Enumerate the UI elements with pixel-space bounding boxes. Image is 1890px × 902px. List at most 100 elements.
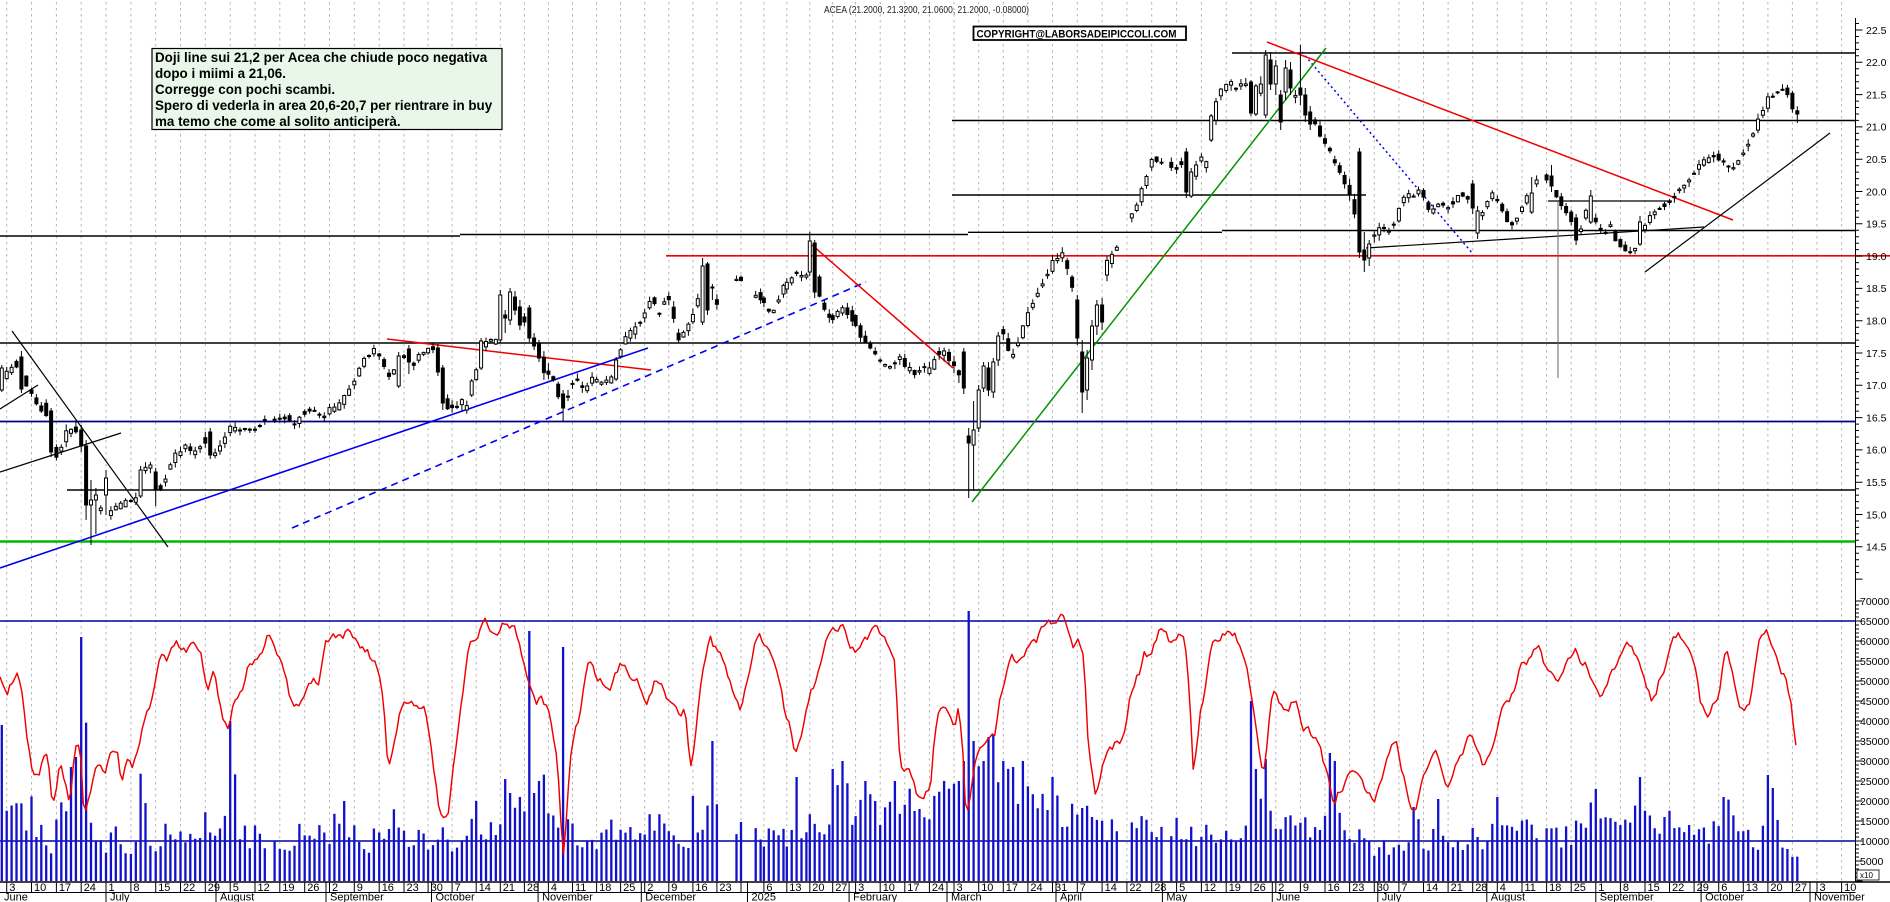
svg-text:July: July (1382, 892, 1402, 902)
svg-text:7: 7 (455, 882, 461, 894)
svg-text:16.0: 16.0 (1866, 445, 1887, 457)
svg-text:65000: 65000 (1860, 616, 1889, 628)
svg-text:23: 23 (719, 882, 731, 894)
svg-text:23: 23 (1352, 882, 1364, 894)
svg-text:30: 30 (1377, 882, 1389, 894)
svg-text:27: 27 (1795, 882, 1807, 894)
svg-text:15: 15 (158, 882, 170, 894)
svg-text:18.0: 18.0 (1866, 316, 1887, 328)
svg-text:24: 24 (1030, 882, 1042, 894)
svg-text:17.0: 17.0 (1866, 380, 1887, 392)
svg-text:11: 11 (1525, 882, 1536, 894)
svg-text:March: March (951, 892, 982, 902)
svg-text:19.5: 19.5 (1866, 219, 1887, 231)
svg-text:10: 10 (883, 882, 895, 894)
svg-text:ACEA (21.2000, 21.3200, 21.060: ACEA (21.2000, 21.3200, 21.0600, 21.2000… (824, 5, 1029, 16)
svg-text:1: 1 (1598, 882, 1604, 894)
svg-text:10000: 10000 (1860, 836, 1889, 848)
svg-text:Spero di vederla in area 20,6-: Spero di vederla in area 20,6-20,7 per r… (155, 98, 493, 113)
svg-text:20: 20 (812, 882, 824, 894)
svg-text:October: October (1705, 892, 1744, 902)
svg-text:June: June (1276, 892, 1300, 902)
svg-text:21: 21 (503, 882, 515, 894)
svg-text:Corregge con pochi scambi.: Corregge con pochi scambi. (155, 82, 335, 97)
svg-text:22: 22 (1672, 882, 1684, 894)
svg-text:17: 17 (907, 882, 919, 894)
svg-text:21.0: 21.0 (1866, 122, 1887, 134)
svg-text:20: 20 (1770, 882, 1782, 894)
svg-text:22.0: 22.0 (1866, 57, 1887, 69)
svg-text:20.0: 20.0 (1866, 186, 1887, 198)
svg-text:10: 10 (1844, 882, 1856, 894)
svg-text:26: 26 (307, 882, 319, 894)
svg-text:25: 25 (1574, 882, 1586, 894)
svg-text:12: 12 (1204, 882, 1216, 894)
svg-text:50000: 50000 (1860, 676, 1889, 688)
svg-text:3: 3 (858, 882, 864, 894)
svg-text:40000: 40000 (1860, 716, 1889, 728)
svg-text:2: 2 (1278, 882, 1284, 894)
svg-text:29: 29 (1697, 882, 1709, 894)
svg-text:8: 8 (133, 882, 139, 894)
svg-text:55000: 55000 (1860, 656, 1889, 668)
svg-text:31: 31 (1055, 882, 1067, 894)
svg-text:September: September (1600, 892, 1654, 902)
svg-text:16: 16 (695, 882, 707, 894)
svg-text:17.5: 17.5 (1866, 348, 1887, 360)
svg-text:9: 9 (357, 882, 363, 894)
svg-text:5000: 5000 (1860, 856, 1884, 868)
svg-text:June: June (4, 892, 28, 902)
svg-text:ma temo che come al solito ant: ma temo che come al solito anticiperà. (155, 114, 401, 129)
svg-text:15.0: 15.0 (1866, 509, 1887, 521)
svg-text:35000: 35000 (1860, 736, 1889, 748)
svg-text:August: August (220, 892, 254, 902)
svg-text:28: 28 (1154, 882, 1166, 894)
svg-text:60000: 60000 (1860, 636, 1889, 648)
svg-text:15.5: 15.5 (1866, 477, 1887, 489)
svg-text:17: 17 (59, 882, 71, 894)
svg-text:24: 24 (84, 882, 96, 894)
svg-text:20000: 20000 (1860, 796, 1889, 808)
svg-text:19: 19 (1229, 882, 1241, 894)
svg-text:22: 22 (1129, 882, 1141, 894)
svg-text:Doji line sui 21,2 per Acea ch: Doji line sui 21,2 per Acea che chiude p… (155, 50, 488, 65)
svg-text:25: 25 (623, 882, 635, 894)
svg-text:COPYRIGHT@LABORSADEIPICCOLI.CO: COPYRIGHT@LABORSADEIPICCOLI.COM (977, 28, 1177, 40)
svg-text:14: 14 (479, 882, 491, 894)
svg-text:11: 11 (575, 882, 586, 894)
svg-text:45000: 45000 (1860, 696, 1889, 708)
svg-text:12: 12 (258, 882, 270, 894)
svg-text:5: 5 (233, 882, 239, 894)
svg-text:x10: x10 (1860, 871, 1873, 880)
svg-text:2025: 2025 (752, 892, 776, 902)
svg-text:April: April (1060, 892, 1082, 902)
svg-text:23: 23 (407, 882, 419, 894)
svg-text:20.5: 20.5 (1866, 154, 1887, 166)
svg-text:27: 27 (835, 882, 847, 894)
svg-text:November: November (542, 892, 593, 902)
svg-text:15000: 15000 (1860, 816, 1889, 828)
svg-text:10: 10 (34, 882, 46, 894)
svg-text:7: 7 (1401, 882, 1407, 894)
svg-text:14.5: 14.5 (1866, 542, 1887, 554)
svg-text:16: 16 (1328, 882, 1340, 894)
svg-text:May: May (1166, 892, 1187, 902)
svg-text:February: February (853, 892, 898, 902)
svg-text:3: 3 (1820, 882, 1826, 894)
svg-text:14: 14 (1426, 882, 1438, 894)
svg-text:18: 18 (1549, 882, 1561, 894)
svg-text:5: 5 (1179, 882, 1185, 894)
svg-text:August: August (1491, 892, 1525, 902)
svg-text:18.5: 18.5 (1866, 283, 1887, 295)
svg-text:9: 9 (671, 882, 677, 894)
svg-text:29: 29 (208, 882, 220, 894)
svg-text:24: 24 (932, 882, 944, 894)
svg-text:October: October (436, 892, 475, 902)
svg-text:25000: 25000 (1860, 776, 1889, 788)
svg-text:December: December (645, 892, 696, 902)
svg-text:13: 13 (789, 882, 801, 894)
svg-text:30000: 30000 (1860, 756, 1889, 768)
svg-text:3: 3 (9, 882, 15, 894)
svg-text:9: 9 (1303, 882, 1309, 894)
svg-text:3: 3 (957, 882, 963, 894)
